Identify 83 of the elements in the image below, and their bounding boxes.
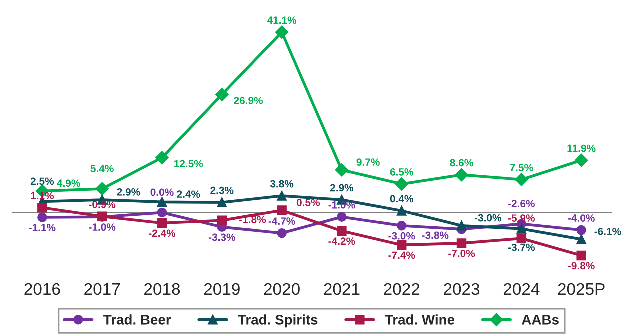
- data-label: -3.0%: [474, 214, 502, 222]
- point: [217, 216, 228, 226]
- data-label: 2.4%: [177, 190, 200, 198]
- data-label: -3.8%: [422, 232, 449, 240]
- point: [217, 198, 228, 208]
- data-label: 2.9%: [330, 184, 354, 192]
- point: [157, 218, 168, 228]
- data-label: -4.2%: [328, 238, 356, 246]
- data-label: -1.1%: [29, 224, 56, 232]
- data-label: 3.8%: [270, 180, 294, 188]
- x-tick-label: 2016: [24, 283, 60, 296]
- point: [396, 240, 407, 250]
- point: [337, 226, 347, 236]
- point: [516, 234, 527, 244]
- x-tick-label: 2024: [504, 283, 540, 296]
- data-label: -6.1%: [594, 228, 622, 236]
- point: [157, 208, 168, 218]
- x-tick-label: 2022: [384, 283, 420, 296]
- data-label: -0.9%: [89, 200, 116, 208]
- point: [574, 154, 588, 168]
- point: [456, 238, 467, 248]
- point: [38, 203, 48, 213]
- x-tick-label: 2025P: [558, 283, 605, 296]
- data-label: -4.0%: [568, 214, 595, 222]
- data-label: -5.9%: [508, 214, 535, 222]
- data-label: 0.4%: [390, 195, 414, 203]
- data-label: 7.5%: [510, 164, 534, 172]
- legend-label: Trad. Beer: [104, 314, 172, 325]
- point: [277, 206, 287, 216]
- point: [96, 182, 109, 196]
- data-label: 6.5%: [390, 168, 414, 176]
- x-tick-label: 2023: [444, 283, 480, 296]
- data-label: -3.3%: [208, 234, 236, 242]
- point: [337, 212, 347, 222]
- legend-label: Trad. Spirits: [238, 314, 318, 328]
- data-label: 0.5%: [296, 199, 320, 206]
- legend-label: AABs: [522, 315, 559, 325]
- point: [396, 206, 407, 216]
- data-label: -7.4%: [388, 252, 416, 260]
- point: [516, 224, 527, 234]
- data-label: 41.1%: [267, 16, 297, 24]
- data-label: 9.7%: [356, 158, 380, 166]
- data-label: -1.0%: [328, 201, 356, 209]
- point: [275, 26, 289, 39]
- point: [576, 234, 586, 244]
- point: [216, 88, 229, 102]
- data-label: -1.0%: [89, 224, 116, 232]
- data-label: 26.9%: [234, 97, 264, 104]
- x-tick-label: 2019: [204, 283, 240, 296]
- data-label: -4.7%: [268, 218, 296, 226]
- data-label: -2.6%: [508, 200, 535, 208]
- point: [395, 178, 408, 191]
- data-label: 11.9%: [568, 144, 596, 152]
- point: [277, 191, 287, 201]
- point: [515, 173, 528, 186]
- data-label: 8.6%: [450, 159, 474, 167]
- data-label: -3.0%: [388, 232, 416, 240]
- point: [576, 250, 586, 261]
- data-label: 2.5%: [30, 178, 54, 186]
- x-tick-label: 2020: [264, 283, 300, 296]
- data-label: -2.4%: [149, 230, 176, 238]
- point: [156, 151, 169, 164]
- point: [38, 212, 48, 222]
- data-label: 4.9%: [57, 180, 80, 188]
- x-tick-label: 2018: [144, 283, 180, 296]
- x-tick-label: 2021: [324, 283, 360, 296]
- data-label: 2.3%: [210, 186, 234, 194]
- data-label: -7.0%: [448, 250, 476, 258]
- point: [456, 221, 467, 231]
- point: [455, 168, 468, 182]
- point: [396, 221, 407, 231]
- point: [277, 228, 287, 238]
- point: [576, 225, 586, 236]
- point: [157, 197, 168, 208]
- data-label: 5.4%: [90, 165, 114, 172]
- point: [335, 164, 349, 177]
- x-tick-label: 2017: [84, 283, 120, 296]
- data-label: 0.0%: [150, 188, 174, 196]
- data-label: 12.5%: [174, 160, 204, 168]
- legend-label: Trad. Wine: [385, 314, 455, 325]
- data-label: 2.9%: [117, 188, 140, 196]
- data-label: -9.8%: [568, 262, 595, 270]
- data-label: -3.7%: [508, 244, 535, 252]
